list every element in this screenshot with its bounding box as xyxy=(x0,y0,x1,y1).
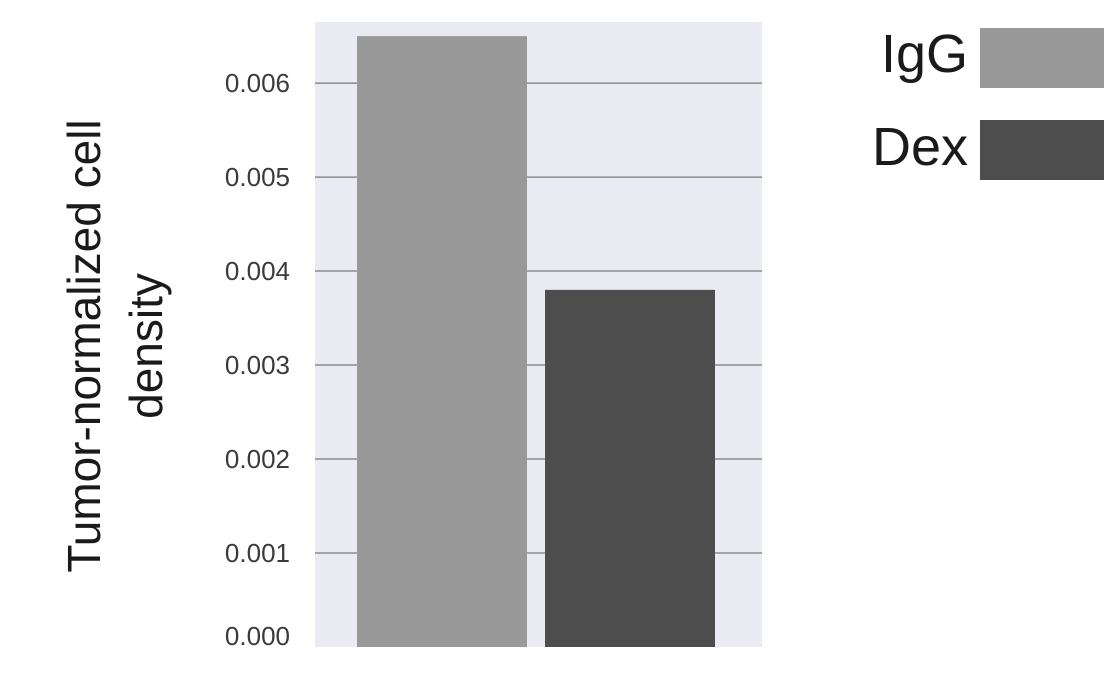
legend-swatch-igg xyxy=(980,28,1104,88)
bar-dex xyxy=(545,289,715,647)
legend-label-dex: Dex xyxy=(872,117,968,177)
legend: IgG Dex xyxy=(872,24,1104,180)
legend-label-igg: IgG xyxy=(881,24,968,84)
y-tick-label: 0.004 xyxy=(225,256,290,286)
y-axis-ticks: 0.000 0.001 0.002 0.003 0.004 0.005 0.006 xyxy=(225,68,290,651)
y-tick-label: 0.003 xyxy=(225,350,290,380)
y-tick-label: 0.006 xyxy=(225,68,290,98)
y-tick-label: 0.002 xyxy=(225,444,290,474)
legend-swatch-dex xyxy=(980,120,1104,180)
y-tick-label: 0.005 xyxy=(225,162,290,192)
y-axis-label-line-1: Tumor-normalized cell xyxy=(58,119,110,572)
y-tick-label: 0.000 xyxy=(225,621,290,651)
bar-igg xyxy=(357,36,527,648)
y-axis-label-line-2: density xyxy=(120,273,172,419)
y-tick-label: 0.001 xyxy=(225,538,290,568)
bars xyxy=(357,36,715,648)
